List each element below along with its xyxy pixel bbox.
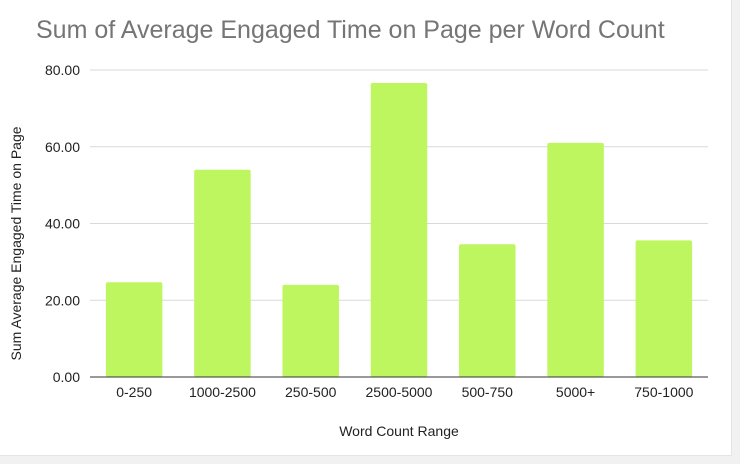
chart-card: Sum of Average Engaged Time on Page per … [0,0,732,456]
bar-chart: 0.00 20.00 40.00 60.00 80.00 0-250 1000-2500 2… [8,62,708,439]
bar-250-500 [282,284,339,377]
y-axis-title: Sum Average Engaged Time on Page [8,126,24,360]
x-tick-label: 750-1000 [634,384,693,400]
y-tick-label: 80.00 [45,62,80,78]
chart-title: Sum of Average Engaged Time on Page per … [36,16,665,44]
x-tick-label: 1000-2500 [189,384,256,400]
y-tick-label: 20.00 [45,292,80,308]
bars [105,83,693,378]
y-tick-label: 60.00 [45,139,80,155]
x-tick-label: 2500-5000 [366,384,433,400]
x-axis-title: Word Count Range [339,423,459,439]
bar-0-250 [105,282,163,377]
x-tick-label: 500-750 [462,384,514,400]
bar-1000-2500 [194,169,251,377]
bar-750-1000 [635,240,693,377]
x-tick-label: 0-250 [116,384,152,400]
x-tick-labels: 0-250 1000-2500 250-500 2500-5000 500-750 500… [116,384,693,400]
bar-5000+ [547,142,604,377]
x-tick-label: 5000+ [556,384,595,400]
x-tick-label: 250-500 [285,384,337,400]
bar-2500-5000 [370,83,428,378]
bar-500-750 [459,244,516,377]
y-tick-labels: 0.00 20.00 40.00 60.00 80.00 [45,62,80,385]
y-tick-label: 40.00 [45,216,80,232]
y-tick-label: 0.00 [53,369,80,385]
